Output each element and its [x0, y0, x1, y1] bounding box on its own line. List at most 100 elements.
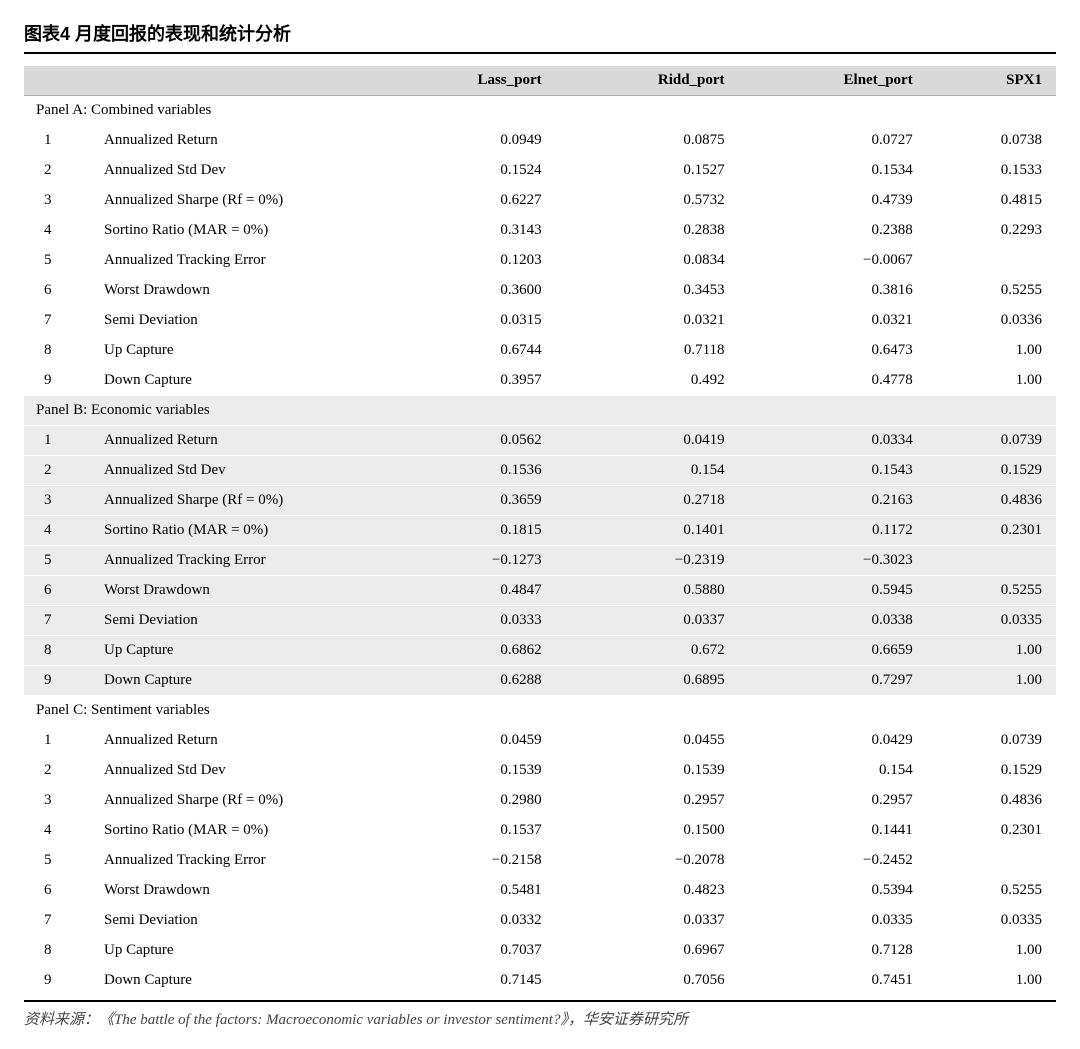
value-cell: 0.0337 — [556, 906, 739, 936]
value-cell: 0.6659 — [739, 636, 927, 666]
value-cell: 1.00 — [927, 336, 1056, 366]
value-cell: 0.0335 — [927, 606, 1056, 636]
metric-label: Annualized Std Dev — [98, 756, 378, 786]
value-cell: 0.7128 — [739, 936, 927, 966]
source-text: 资料来源：《The battle of the factors: Macroec… — [24, 1002, 1056, 1029]
value-cell: 0.3957 — [378, 366, 556, 396]
table-row: 9Down Capture0.71450.70560.74511.00 — [24, 966, 1056, 996]
value-cell: 0.3659 — [378, 486, 556, 516]
metric-label: Up Capture — [98, 636, 378, 666]
value-cell: 1.00 — [927, 936, 1056, 966]
table-row: 5Annualized Tracking Error−0.2158−0.2078… — [24, 846, 1056, 876]
metric-label: Down Capture — [98, 366, 378, 396]
value-cell: 0.5255 — [927, 276, 1056, 306]
value-cell: −0.2452 — [739, 846, 927, 876]
value-cell: 0.1536 — [378, 456, 556, 486]
row-index: 2 — [24, 756, 98, 786]
metric-label: Sortino Ratio (MAR = 0%) — [98, 216, 378, 246]
value-cell: 0.3600 — [378, 276, 556, 306]
metric-label: Annualized Sharpe (Rf = 0%) — [98, 186, 378, 216]
value-cell: 0.1203 — [378, 246, 556, 276]
value-cell: 0.0834 — [556, 246, 739, 276]
table-row: 1Annualized Return0.09490.08750.07270.07… — [24, 126, 1056, 156]
value-cell: 0.0336 — [927, 306, 1056, 336]
metric-label: Worst Drawdown — [98, 576, 378, 606]
value-cell: 0.1441 — [739, 816, 927, 846]
metric-label: Annualized Sharpe (Rf = 0%) — [98, 786, 378, 816]
table-row: 1Annualized Return0.04590.04550.04290.07… — [24, 726, 1056, 756]
value-cell: 0.1401 — [556, 516, 739, 546]
table-row: 5Annualized Tracking Error0.12030.0834−0… — [24, 246, 1056, 276]
row-index: 3 — [24, 786, 98, 816]
value-cell: −0.2158 — [378, 846, 556, 876]
value-cell: 0.7037 — [378, 936, 556, 966]
row-index: 2 — [24, 456, 98, 486]
value-cell: 0.5394 — [739, 876, 927, 906]
table-row: 2Annualized Std Dev0.15390.15390.1540.15… — [24, 756, 1056, 786]
value-cell: 0.0949 — [378, 126, 556, 156]
value-cell: 0.2718 — [556, 486, 739, 516]
value-cell: 0.0335 — [739, 906, 927, 936]
value-cell: 0.5255 — [927, 576, 1056, 606]
panel-label: Panel C: Sentiment variables — [24, 696, 1056, 726]
value-cell: 0.1543 — [739, 456, 927, 486]
header-blank-metric — [98, 66, 378, 96]
table-row: 7Semi Deviation0.03320.03370.03350.0335 — [24, 906, 1056, 936]
row-index: 1 — [24, 426, 98, 456]
table-row: 5Annualized Tracking Error−0.1273−0.2319… — [24, 546, 1056, 576]
metric-label: Semi Deviation — [98, 906, 378, 936]
metric-label: Sortino Ratio (MAR = 0%) — [98, 816, 378, 846]
panel-header-row: Panel C: Sentiment variables — [24, 696, 1056, 726]
value-cell: 0.0739 — [927, 426, 1056, 456]
panel-header-row: Panel B: Economic variables — [24, 396, 1056, 426]
row-index: 8 — [24, 636, 98, 666]
value-cell: 0.2293 — [927, 216, 1056, 246]
value-cell: 0.5481 — [378, 876, 556, 906]
value-cell: 0.0321 — [739, 306, 927, 336]
value-cell: 0.0875 — [556, 126, 739, 156]
value-cell: −0.2078 — [556, 846, 739, 876]
value-cell: 0.2388 — [739, 216, 927, 246]
value-cell: −0.2319 — [556, 546, 739, 576]
row-index: 1 — [24, 126, 98, 156]
row-index: 1 — [24, 726, 98, 756]
row-index: 5 — [24, 846, 98, 876]
metric-label: Worst Drawdown — [98, 276, 378, 306]
metric-label: Annualized Return — [98, 126, 378, 156]
table-row: 3Annualized Sharpe (Rf = 0%)0.62270.5732… — [24, 186, 1056, 216]
metric-label: Worst Drawdown — [98, 876, 378, 906]
metric-label: Semi Deviation — [98, 306, 378, 336]
value-cell: 0.1524 — [378, 156, 556, 186]
value-cell: −0.3023 — [739, 546, 927, 576]
value-cell: 0.0338 — [739, 606, 927, 636]
metric-label: Annualized Return — [98, 426, 378, 456]
value-cell: 1.00 — [927, 636, 1056, 666]
value-cell: 0.1534 — [739, 156, 927, 186]
value-cell: 0.0332 — [378, 906, 556, 936]
metric-label: Annualized Sharpe (Rf = 0%) — [98, 486, 378, 516]
metric-label: Annualized Tracking Error — [98, 246, 378, 276]
metric-label: Up Capture — [98, 936, 378, 966]
metric-label: Sortino Ratio (MAR = 0%) — [98, 516, 378, 546]
value-cell: 0.0459 — [378, 726, 556, 756]
row-index: 6 — [24, 876, 98, 906]
value-cell: 0.0429 — [739, 726, 927, 756]
metric-label: Annualized Std Dev — [98, 456, 378, 486]
value-cell: 0.5945 — [739, 576, 927, 606]
value-cell: 0.1529 — [927, 456, 1056, 486]
value-cell: 0.6473 — [739, 336, 927, 366]
value-cell: 0.1172 — [739, 516, 927, 546]
value-cell: 0.4847 — [378, 576, 556, 606]
value-cell: 0.0337 — [556, 606, 739, 636]
value-cell: 0.0455 — [556, 726, 739, 756]
value-cell: 0.7297 — [739, 666, 927, 696]
value-cell: 0.1539 — [556, 756, 739, 786]
value-cell: 0.1537 — [378, 816, 556, 846]
value-cell: 0.5732 — [556, 186, 739, 216]
table-row: 3Annualized Sharpe (Rf = 0%)0.29800.2957… — [24, 786, 1056, 816]
value-cell: 0.2957 — [739, 786, 927, 816]
header-col-2: Elnet_port — [739, 66, 927, 96]
value-cell: 0.2957 — [556, 786, 739, 816]
table-row: 7Semi Deviation0.03150.03210.03210.0336 — [24, 306, 1056, 336]
value-cell: 0.7451 — [739, 966, 927, 996]
